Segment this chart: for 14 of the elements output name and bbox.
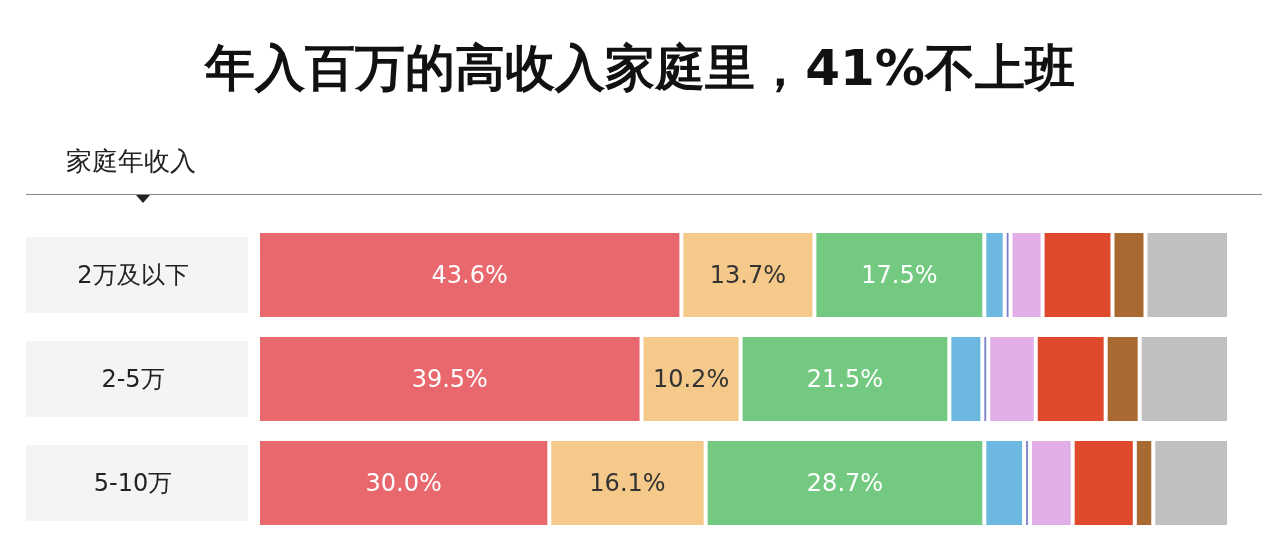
data-label: 13.7%: [709, 261, 786, 289]
y-tick-label: 2-5万: [101, 365, 165, 393]
data-label: 17.5%: [861, 261, 938, 289]
y-tick-label: 5-10万: [93, 469, 173, 497]
y-tick-label: 2万及以下: [77, 261, 189, 289]
y-axis-title: 家庭年收入: [66, 146, 196, 176]
chart-title: 年入百万的高收入家庭里，41%不上班: [203, 39, 1075, 97]
data-label: 39.5%: [411, 365, 488, 393]
data-label: 16.1%: [589, 469, 666, 497]
data-label: 43.6%: [431, 261, 508, 289]
data-label: 21.5%: [806, 365, 884, 393]
data-label: 30.0%: [365, 469, 442, 497]
data-label: 10.2%: [652, 365, 730, 393]
data-label: 28.7%: [806, 469, 884, 497]
